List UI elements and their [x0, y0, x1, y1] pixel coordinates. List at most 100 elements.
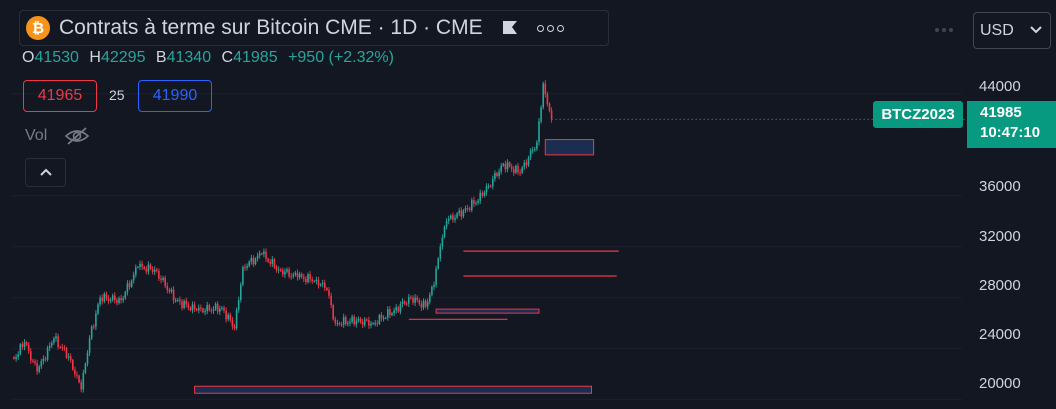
candle-body [395, 307, 397, 311]
candle-body [399, 304, 402, 312]
candle-body [542, 83, 544, 108]
candle-body [418, 300, 421, 304]
candle-body [403, 301, 406, 304]
candle-body [521, 167, 523, 173]
candle-body [420, 303, 423, 308]
candle-body [431, 286, 433, 295]
zone-box [435, 308, 540, 314]
candle-body [397, 307, 400, 312]
candle-body [471, 199, 473, 211]
candle-body [536, 142, 538, 149]
candle-body [219, 308, 221, 312]
candle-body [468, 208, 471, 211]
candle-body [313, 281, 316, 283]
candle-body [254, 258, 257, 265]
candle-body [485, 186, 488, 193]
candle-body [378, 314, 381, 324]
candle-body [158, 270, 160, 279]
candle-body [481, 192, 484, 196]
candle-body [36, 363, 38, 372]
sell-price-button[interactable]: 41965 [23, 80, 97, 112]
candle-body [311, 279, 313, 282]
candle-body [162, 277, 164, 281]
candle-body [529, 150, 532, 158]
candle-body [416, 297, 418, 301]
collapse-legend-button[interactable] [25, 158, 66, 187]
high-label: H [89, 49, 101, 66]
candle-body [25, 342, 28, 345]
axis-tick-label: 44000 [979, 78, 1021, 95]
candle-body [361, 322, 364, 325]
candle-body [231, 320, 234, 327]
candle-body [332, 305, 334, 320]
last-price-label: 41985 10:47:10 [967, 101, 1056, 148]
candle-body [527, 157, 530, 166]
currency-dropdown[interactable]: USD [973, 12, 1051, 49]
candle-body [183, 300, 185, 308]
candle-body [298, 274, 301, 278]
candle-body [321, 282, 324, 285]
candle-body [84, 363, 87, 373]
candle-body [372, 323, 374, 325]
candle-body [132, 274, 135, 281]
candle-body [172, 289, 175, 301]
candle-body [380, 314, 383, 319]
candle-body [368, 319, 370, 326]
candle-body [391, 313, 393, 316]
candle-body [156, 269, 158, 271]
buy-price-button[interactable]: 41990 [138, 80, 212, 112]
candle-body [349, 321, 351, 324]
candle-body [227, 314, 229, 320]
candle-body [103, 293, 106, 302]
symbol-header[interactable]: ₿ Contrats à terme sur Bitcoin CME · 1D … [19, 10, 609, 46]
candle-body [422, 300, 425, 308]
dots-icon[interactable] [926, 12, 962, 48]
candle-body [347, 323, 349, 325]
axis-tick-label: 20000 [979, 375, 1021, 392]
candle-body [42, 358, 45, 362]
axis-tick-label: 24000 [979, 326, 1021, 343]
candle-body [441, 237, 444, 247]
candle-body [109, 299, 112, 301]
candle-body [496, 173, 498, 176]
candle-body [101, 297, 103, 302]
zone-box [194, 385, 592, 394]
candle-body [149, 264, 152, 269]
candle-body [40, 361, 43, 367]
candle-body [479, 192, 481, 201]
candle-body [489, 186, 492, 188]
candle-body [88, 338, 91, 353]
candle-body [181, 301, 183, 308]
candle-body [95, 313, 97, 327]
more-options-icon[interactable] [536, 23, 565, 33]
candle-body [187, 304, 190, 308]
symbol-title[interactable]: Contrats à terme sur Bitcoin CME · 1D · … [59, 16, 483, 39]
candle-body [59, 346, 61, 348]
candle-body [458, 210, 460, 214]
candle-body [86, 352, 89, 364]
candle-body [97, 304, 99, 314]
candle-body [237, 300, 240, 310]
eye-crossed-icon[interactable] [64, 126, 90, 146]
low-value: 41340 [166, 49, 212, 66]
candle-body [460, 210, 463, 217]
candle-body [357, 318, 360, 321]
candle-body [475, 202, 477, 204]
candle-body [185, 300, 187, 305]
candle-body [517, 165, 519, 173]
last-price-value: 41985 [980, 104, 1022, 121]
candle-body [206, 305, 208, 312]
candle-body [546, 94, 549, 104]
candle-body [294, 272, 297, 275]
candle-body [216, 303, 219, 312]
candle-body [454, 217, 456, 220]
candle-body [275, 267, 278, 271]
flag-icon[interactable] [501, 20, 519, 36]
candle-body [414, 297, 416, 303]
candle-body [208, 305, 211, 311]
candle-body [258, 253, 261, 256]
change-value: +950 (+2.32%) [288, 49, 394, 66]
candle-body [189, 307, 192, 311]
candle-body [48, 345, 51, 348]
